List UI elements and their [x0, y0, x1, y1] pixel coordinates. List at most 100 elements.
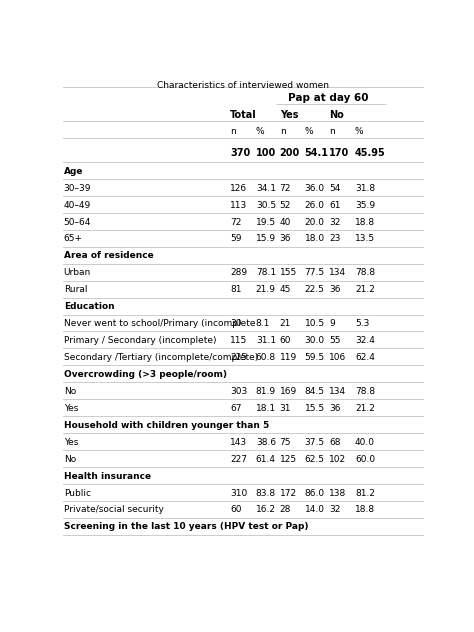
Text: 72: 72 [280, 184, 291, 193]
Text: 30.5: 30.5 [256, 200, 276, 210]
Text: 62.5: 62.5 [305, 454, 325, 464]
Text: 78.1: 78.1 [256, 269, 276, 277]
Text: Education: Education [64, 302, 114, 311]
Text: 26.0: 26.0 [305, 200, 325, 210]
Text: 126: 126 [230, 184, 247, 193]
Text: 225: 225 [230, 353, 247, 362]
Text: 72: 72 [230, 217, 241, 226]
Text: 59: 59 [230, 234, 242, 243]
Text: 19.5: 19.5 [256, 217, 276, 226]
Text: 21.2: 21.2 [355, 285, 375, 295]
Text: 32.4: 32.4 [355, 336, 375, 345]
Text: 36: 36 [329, 404, 341, 413]
Text: 59.5: 59.5 [305, 353, 325, 362]
Text: 9: 9 [329, 319, 335, 328]
Text: 78.8: 78.8 [355, 387, 375, 396]
Text: 31.8: 31.8 [355, 184, 375, 193]
Text: 31.1: 31.1 [256, 336, 276, 345]
Text: 52: 52 [280, 200, 291, 210]
Text: 370: 370 [230, 149, 250, 158]
Text: 77.5: 77.5 [305, 269, 325, 277]
Text: Total: Total [230, 111, 257, 121]
Text: 81.2: 81.2 [355, 489, 375, 497]
Text: 60: 60 [230, 506, 242, 514]
Text: n: n [230, 128, 236, 137]
Text: 106: 106 [329, 353, 346, 362]
Text: Secondary /Tertiary (incomplete/complete): Secondary /Tertiary (incomplete/complete… [64, 353, 258, 362]
Text: 81.9: 81.9 [256, 387, 276, 396]
Text: 100: 100 [256, 149, 276, 158]
Text: 36.0: 36.0 [305, 184, 325, 193]
Text: 134: 134 [329, 387, 346, 396]
Text: Household with children younger than 5: Household with children younger than 5 [64, 421, 269, 430]
Text: 31: 31 [280, 404, 291, 413]
Text: Public: Public [64, 489, 91, 497]
Text: 60.0: 60.0 [355, 454, 375, 464]
Text: 125: 125 [280, 454, 297, 464]
Text: 78.8: 78.8 [355, 269, 375, 277]
Text: %: % [256, 128, 264, 137]
Text: 50–64: 50–64 [64, 217, 91, 226]
Text: Health insurance: Health insurance [64, 471, 151, 480]
Text: 289: 289 [230, 269, 247, 277]
Text: Area of residence: Area of residence [64, 252, 154, 260]
Text: No: No [64, 387, 76, 396]
Text: Pap at day 60: Pap at day 60 [288, 93, 369, 103]
Text: n: n [329, 128, 335, 137]
Text: Urban: Urban [64, 269, 91, 277]
Text: 227: 227 [230, 454, 247, 464]
Text: 40: 40 [280, 217, 291, 226]
Text: Never went to school/Primary (incomplete: Never went to school/Primary (incomplete [64, 319, 255, 328]
Text: 60.8: 60.8 [256, 353, 276, 362]
Text: n: n [280, 128, 285, 137]
Text: 138: 138 [329, 489, 346, 497]
Text: 113: 113 [230, 200, 247, 210]
Text: 22.5: 22.5 [305, 285, 325, 295]
Text: 35.9: 35.9 [355, 200, 375, 210]
Text: 36: 36 [280, 234, 291, 243]
Text: 55: 55 [329, 336, 341, 345]
Text: Private/social security: Private/social security [64, 506, 164, 514]
Text: 54.1: 54.1 [305, 149, 328, 158]
Text: 119: 119 [280, 353, 297, 362]
Text: Screening in the last 10 years (HPV test or Pap): Screening in the last 10 years (HPV test… [64, 523, 308, 532]
Text: 170: 170 [329, 149, 349, 158]
Text: 81: 81 [230, 285, 242, 295]
Text: 172: 172 [280, 489, 297, 497]
Text: 60: 60 [280, 336, 291, 345]
Text: 14.0: 14.0 [305, 506, 325, 514]
Text: 40–49: 40–49 [64, 200, 91, 210]
Text: Primary / Secondary (incomplete): Primary / Secondary (incomplete) [64, 336, 216, 345]
Text: 10.5: 10.5 [305, 319, 325, 328]
Text: 83.8: 83.8 [256, 489, 276, 497]
Text: 15.9: 15.9 [256, 234, 276, 243]
Text: 18.8: 18.8 [355, 217, 375, 226]
Text: 28: 28 [280, 506, 291, 514]
Text: 200: 200 [280, 149, 300, 158]
Text: 65+: 65+ [64, 234, 82, 243]
Text: 18.1: 18.1 [256, 404, 276, 413]
Text: Characteristics of interviewed women: Characteristics of interviewed women [157, 82, 329, 90]
Text: %: % [355, 128, 364, 137]
Text: 67: 67 [230, 404, 242, 413]
Text: Yes: Yes [64, 438, 78, 447]
Text: 5.3: 5.3 [355, 319, 369, 328]
Text: 169: 169 [280, 387, 297, 396]
Text: 21.9: 21.9 [256, 285, 276, 295]
Text: 40.0: 40.0 [355, 438, 375, 447]
Text: 20.0: 20.0 [305, 217, 325, 226]
Text: 32: 32 [329, 506, 341, 514]
Text: Rural: Rural [64, 285, 87, 295]
Text: 21: 21 [280, 319, 291, 328]
Text: 115: 115 [230, 336, 247, 345]
Text: 54: 54 [329, 184, 341, 193]
Text: 61: 61 [329, 200, 341, 210]
Text: 102: 102 [329, 454, 346, 464]
Text: 75: 75 [280, 438, 291, 447]
Text: 18.8: 18.8 [355, 506, 375, 514]
Text: 13.5: 13.5 [355, 234, 375, 243]
Text: 143: 143 [230, 438, 247, 447]
Text: 62.4: 62.4 [355, 353, 375, 362]
Text: Yes: Yes [280, 111, 298, 121]
Text: 310: 310 [230, 489, 247, 497]
